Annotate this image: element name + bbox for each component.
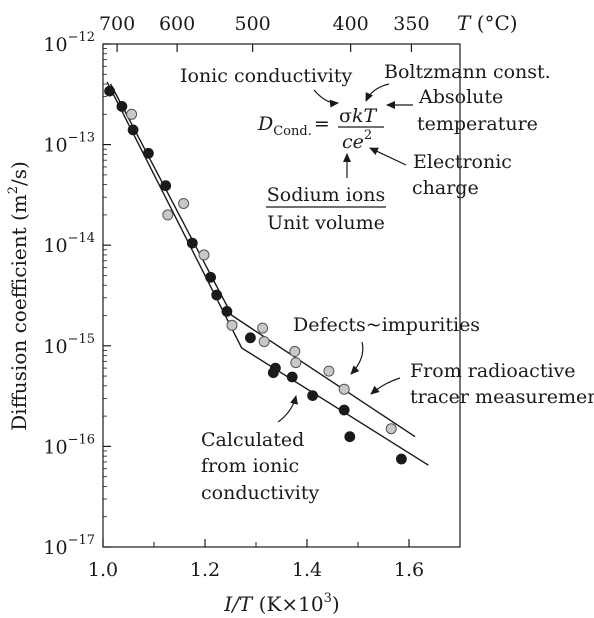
tracer-data-point [323,365,335,377]
conductivity-data-point [186,237,198,249]
conductivity-data-point [127,124,139,136]
y-tick-label: 10−12 [43,30,95,56]
x-tick-label: 1.0 [88,559,118,581]
y-tick-label: 10−15 [43,332,95,358]
calculated-arrow [277,395,298,423]
conductivity-equation: DCond. = σkT ce2 [257,105,384,153]
boltzmann-label: Boltzmann const. [384,61,551,83]
tracer-data-point [257,322,269,334]
tracer-data-point [385,423,397,435]
tracer-data-point [198,249,210,261]
data-points [104,85,407,465]
conductivity-data-point [307,390,319,402]
conductivity-data-point [116,101,128,112]
ionic-conductivity-arrow [313,89,339,108]
top-tick-label: 500 [235,13,271,35]
y-tick-label: 10−17 [43,533,95,559]
equation-numerator: σkT [339,105,377,127]
defects-impurities-label: Defects~impurities [293,314,480,336]
x-tick-label: 1.4 [292,559,322,581]
top-tick-label: 600 [159,13,195,35]
conductivity-data-point [160,180,172,192]
electronic-charge-label-2: charge [412,177,479,199]
tracer-data-point [162,209,174,221]
conductivity-data-point [205,271,217,283]
conductivity-data-point [267,367,279,379]
tracer-data-point [178,198,190,209]
defects-impurities-arrow [350,341,364,375]
tracer-data-point [258,336,270,348]
top-tick-label: 700 [99,13,135,35]
top-axis-title: T (°C) [457,11,518,35]
x-axis-title: I/T (K×103) [223,591,339,616]
conductivity-data-point [104,85,115,97]
y-tick-label: 10−13 [43,131,95,157]
tracer-data-point [289,345,301,357]
conductivity-data-point [338,404,350,416]
top-tick-label: 350 [393,13,429,35]
top-tick-label: 400 [332,13,368,35]
fit-lines [106,81,429,466]
absolute-temperature-label-2: temperature [417,113,538,135]
y-axis-title: Diffusion coefficient (m2/s) [6,161,31,431]
y-tick-label: 10−14 [43,231,95,257]
tracer-data-point [126,108,138,120]
tracer-measurement-label-1: From radioactive [410,360,576,382]
unit-volume-label: Unit volume [267,212,385,234]
equation-denominator: ce2 [342,128,372,153]
tracer-measurement-arrow [370,377,401,395]
tracer-data-point [338,383,350,395]
conductivity-data-point [142,147,154,159]
x-tick-label: 1.2 [190,559,220,581]
conductivity-data-point [395,453,407,465]
tracer-fit-line [109,83,416,438]
axis-ticks: 1.0 1.2 1.4 1.6 10−12 10−13 10−14 10−15 10−16 10−… [43,13,429,581]
calculated-label-3: conductivity [201,482,320,504]
conductivity-data-point [344,431,356,443]
tracer-data-point [290,357,302,369]
x-tick-label: 1.6 [394,559,424,581]
ionic-conductivity-label: Ionic conductivity [180,65,352,87]
conductivity-data-point [244,332,256,344]
calculated-label-2: from ionic [201,455,299,477]
absolute-temperature-label-1: Absolute [418,86,503,108]
electronic-charge-arrow [369,147,407,166]
electronic-charge-label-1: Electronic [413,151,512,173]
conductivity-fit-line [106,81,429,466]
y-tick-label: 10−16 [43,432,95,458]
sodium-ions-label: Sodium ions [267,184,386,206]
plot-frame [102,43,461,548]
tracer-data-point [226,319,238,331]
conductivity-data-point [221,305,233,317]
boltzmann-arrow [365,83,390,102]
conductivity-data-point [211,289,223,301]
conductivity-data-point [286,371,298,383]
tracer-measurement-label-2: tracer measurement [410,386,594,408]
equation-lhs: DCond. = [257,113,330,139]
calculated-label-1: Calculated [201,429,304,451]
